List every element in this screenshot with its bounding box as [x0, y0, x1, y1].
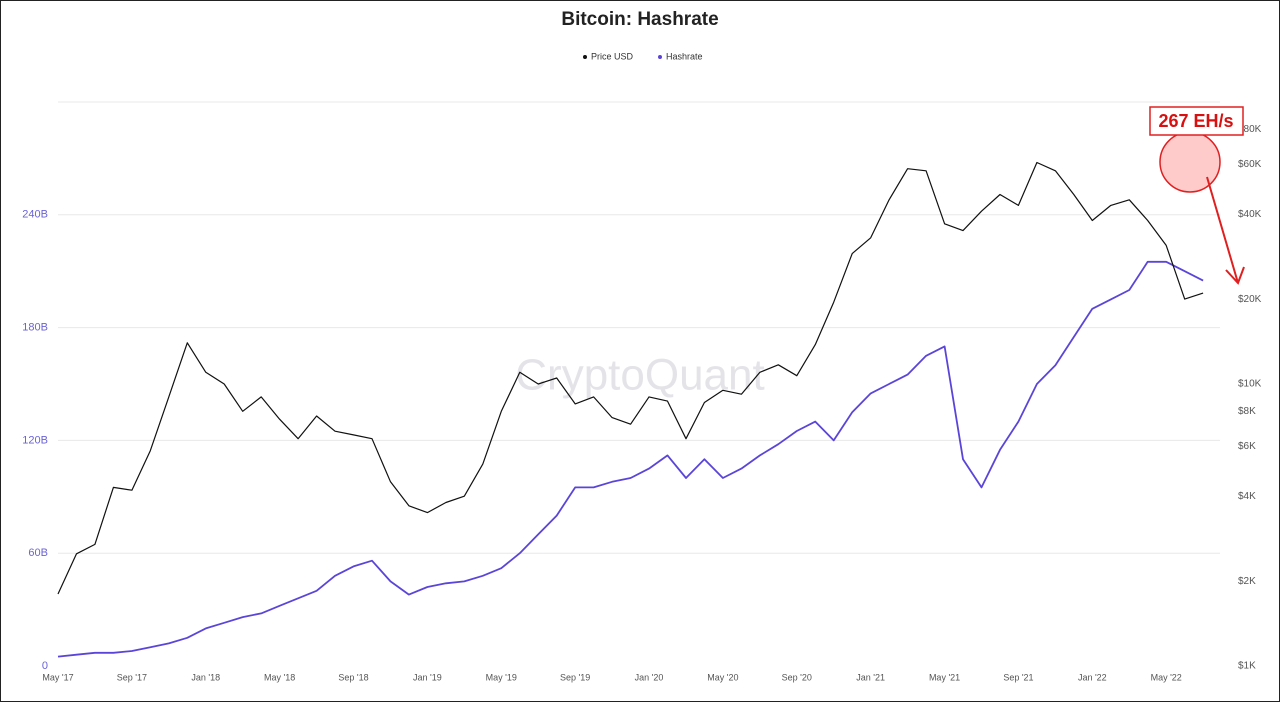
x-tick-label: Sep '20 — [782, 672, 812, 682]
x-tick-label: May '21 — [929, 672, 960, 682]
y2-tick-label: $80K — [1238, 124, 1262, 135]
annotation-circle — [1159, 131, 1221, 193]
x-tick-label: Sep '21 — [1003, 672, 1033, 682]
annotation-box — [1149, 106, 1244, 136]
y2-tick-label: $4K — [1238, 491, 1256, 502]
line-series — [57, 161, 1204, 595]
x-tick-label: May '22 — [1151, 672, 1182, 682]
x-tick-label: Sep '19 — [560, 672, 590, 682]
watermark: CryptoQuant — [515, 351, 764, 400]
x-tick-label: Jan '18 — [191, 672, 220, 682]
x-tick-label: Sep '18 — [338, 672, 368, 682]
x-tick-label: May '18 — [264, 672, 295, 682]
y-tick-label: 0 — [42, 660, 48, 672]
y-tick-label: 120B — [22, 434, 48, 446]
y2-tick-label: $60K — [1238, 159, 1262, 170]
x-tick-label: Sep '17 — [117, 672, 147, 682]
legend-marker — [658, 55, 662, 59]
y2-tick-label: $1K — [1238, 661, 1256, 672]
y2-tick-label: $8K — [1238, 406, 1256, 417]
x-tick-label: Jan '21 — [856, 672, 885, 682]
y2-tick-label: $40K — [1238, 209, 1262, 220]
y-tick-label: 60B — [28, 547, 48, 559]
x-tick-label: Jan '19 — [413, 672, 442, 682]
y2-tick-label: $2K — [1238, 576, 1256, 587]
x-tick-label: May '17 — [42, 672, 73, 682]
annotation-arrow — [1206, 176, 1245, 285]
x-tick-label: Jan '22 — [1078, 672, 1107, 682]
legend-label: Price USD — [591, 51, 634, 61]
legend-marker — [583, 55, 587, 59]
x-tick-label: Jan '20 — [635, 672, 664, 682]
y2-tick-label: $10K — [1238, 379, 1262, 390]
y2-tick-label: $6K — [1238, 441, 1256, 452]
y-tick-label: 180B — [22, 322, 48, 334]
x-tick-label: May '19 — [486, 672, 517, 682]
x-tick-label: May '20 — [707, 672, 738, 682]
line-series — [57, 260, 1204, 658]
legend-label: Hashrate — [666, 51, 703, 61]
annotation-text: 267 EH/s — [1158, 111, 1233, 131]
y-tick-label: 240B — [22, 209, 48, 221]
y2-tick-label: $20K — [1238, 294, 1262, 305]
chart-title: Bitcoin: Hashrate — [561, 9, 718, 30]
